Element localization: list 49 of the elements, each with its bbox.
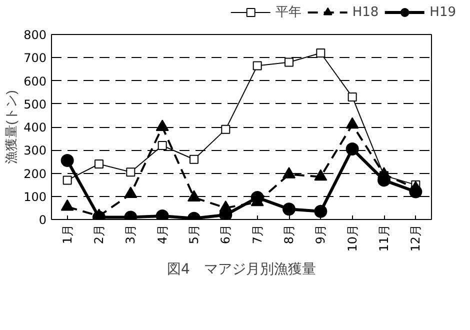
point bbox=[250, 191, 264, 204]
y-axis-title: 漁獲量(トン) bbox=[4, 90, 19, 164]
point bbox=[62, 176, 72, 185]
point bbox=[158, 141, 167, 150]
x-tick-label: 6月 bbox=[218, 224, 233, 244]
point bbox=[346, 142, 359, 156]
y-tick-label: 500 bbox=[24, 97, 46, 112]
point bbox=[252, 61, 262, 70]
point bbox=[221, 124, 230, 134]
y-tick-label: 300 bbox=[24, 144, 46, 158]
y-tick-label: 600 bbox=[24, 74, 46, 88]
x-tick-label: 7月 bbox=[250, 224, 264, 244]
point bbox=[282, 166, 296, 178]
legend-label: 平年 bbox=[275, 4, 302, 21]
point bbox=[314, 169, 328, 181]
x-tick-label: 11月 bbox=[377, 224, 391, 252]
point bbox=[316, 48, 326, 58]
point bbox=[94, 160, 104, 168]
point bbox=[60, 199, 74, 211]
x-tick-label: 12月 bbox=[408, 224, 423, 252]
x-tick-label: 10月 bbox=[345, 224, 360, 252]
point bbox=[282, 202, 296, 216]
x-tick-label: 9月 bbox=[314, 224, 328, 244]
y-tick-label: 800 bbox=[24, 28, 46, 42]
y-tick-label: 400 bbox=[24, 120, 46, 134]
point bbox=[409, 185, 422, 198]
x-tick-label: 5月 bbox=[187, 224, 201, 244]
point bbox=[60, 154, 74, 168]
point bbox=[188, 190, 200, 202]
x-tick-label: 4月 bbox=[155, 224, 170, 244]
x-tick-label: 2月 bbox=[92, 224, 106, 244]
x-tick-label: 1月 bbox=[60, 224, 74, 244]
x-tick-label: 3月 bbox=[124, 224, 138, 244]
y-tick-label: 200 bbox=[24, 166, 46, 181]
y-tick-label: 0 bbox=[38, 213, 47, 227]
point bbox=[348, 92, 357, 102]
point bbox=[126, 168, 136, 177]
y-tick-label: 100 bbox=[24, 190, 46, 204]
text: 図4 マアジ月別漁獲量 bbox=[167, 262, 316, 278]
legend-label: H18 bbox=[352, 4, 379, 20]
point bbox=[190, 154, 198, 164]
point bbox=[314, 204, 328, 218]
point bbox=[284, 58, 294, 67]
legend-label: H19 bbox=[430, 4, 456, 20]
y-tick-label: 700 bbox=[24, 51, 46, 66]
point bbox=[124, 186, 138, 198]
point bbox=[156, 120, 169, 131]
point bbox=[346, 117, 359, 129]
x-tick-label: 8月 bbox=[282, 224, 296, 244]
